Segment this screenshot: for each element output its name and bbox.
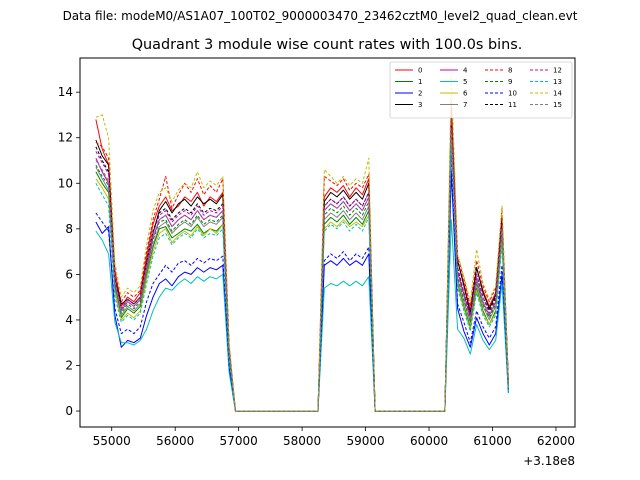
legend-entry-8: 8 xyxy=(485,67,512,75)
chart-title: Quadrant 3 module wise count rates with … xyxy=(132,37,523,53)
legend-entry-6: 6 xyxy=(440,90,468,98)
legend-entry-2: 2 xyxy=(395,90,422,98)
x-tick-label: 62000 xyxy=(537,434,575,448)
legend-entry-14: 14 xyxy=(530,90,562,98)
legend-entry-3: 3 xyxy=(395,101,422,109)
series-line-14 xyxy=(95,73,509,412)
legend-label: 2 xyxy=(418,90,422,98)
legend-label: 5 xyxy=(463,78,467,86)
x-tick-label: 56000 xyxy=(156,434,194,448)
legend-label: 3 xyxy=(418,101,422,109)
legend-box xyxy=(389,61,573,119)
y-tick-label: 0 xyxy=(65,404,73,418)
legend-label: 7 xyxy=(463,101,467,109)
x-tick-label: 60000 xyxy=(410,434,448,448)
x-tick-label: 57000 xyxy=(220,434,258,448)
series-layer xyxy=(95,73,509,412)
x-tick-label: 61000 xyxy=(473,434,511,448)
legend-label: 12 xyxy=(553,67,562,75)
legend-entry-1: 1 xyxy=(395,78,422,86)
legend-entry-12: 12 xyxy=(530,67,562,75)
legend-label: 10 xyxy=(508,90,517,98)
chart-suptitle: Data file: modeM0/AS1A07_100T02_90000034… xyxy=(63,9,578,23)
legend-entry-15: 15 xyxy=(530,101,562,109)
y-tick-label: 10 xyxy=(58,176,73,190)
legend-label: 13 xyxy=(553,78,562,86)
y-tick-label: 12 xyxy=(58,131,73,145)
legend-label: 4 xyxy=(463,67,468,75)
series-line-15 xyxy=(95,130,509,412)
legend-entry-11: 11 xyxy=(485,101,517,109)
legend-entry-4: 4 xyxy=(440,67,468,75)
y-tick-label: 4 xyxy=(65,313,73,327)
y-tick-label: 14 xyxy=(58,85,73,99)
legend-entry-13: 13 xyxy=(530,78,562,86)
legend-label: 9 xyxy=(508,78,512,86)
legend-entry-9: 9 xyxy=(485,78,512,86)
x-tick-label: 55000 xyxy=(93,434,131,448)
axes-frame xyxy=(79,57,576,428)
legend-entry-7: 7 xyxy=(440,101,467,109)
legend-label: 8 xyxy=(508,67,512,75)
tick-layer: 55000 56000 57000 58000 59000 60000 61000 62000… xyxy=(58,85,575,448)
legend-label: 0 xyxy=(418,67,422,75)
legend-entry-0: 0 xyxy=(395,67,422,75)
legend-label: 15 xyxy=(553,101,562,109)
series-line-12 xyxy=(95,123,509,412)
legend-label: 11 xyxy=(508,101,517,109)
x-tick-label: 59000 xyxy=(346,434,384,448)
legend-entry-10: 10 xyxy=(485,90,517,98)
legend-label: 1 xyxy=(418,78,422,86)
y-tick-label: 6 xyxy=(65,267,73,281)
plot-area xyxy=(80,58,575,427)
y-tick-label: 8 xyxy=(65,222,73,236)
x-tick-label: 58000 xyxy=(283,434,321,448)
y-tick-label: 2 xyxy=(65,359,73,373)
legend-entry-5: 5 xyxy=(440,78,467,86)
legend-label: 6 xyxy=(463,90,468,98)
x-offset-label: +3.18e8 xyxy=(523,454,575,468)
legend-label: 14 xyxy=(553,90,562,98)
